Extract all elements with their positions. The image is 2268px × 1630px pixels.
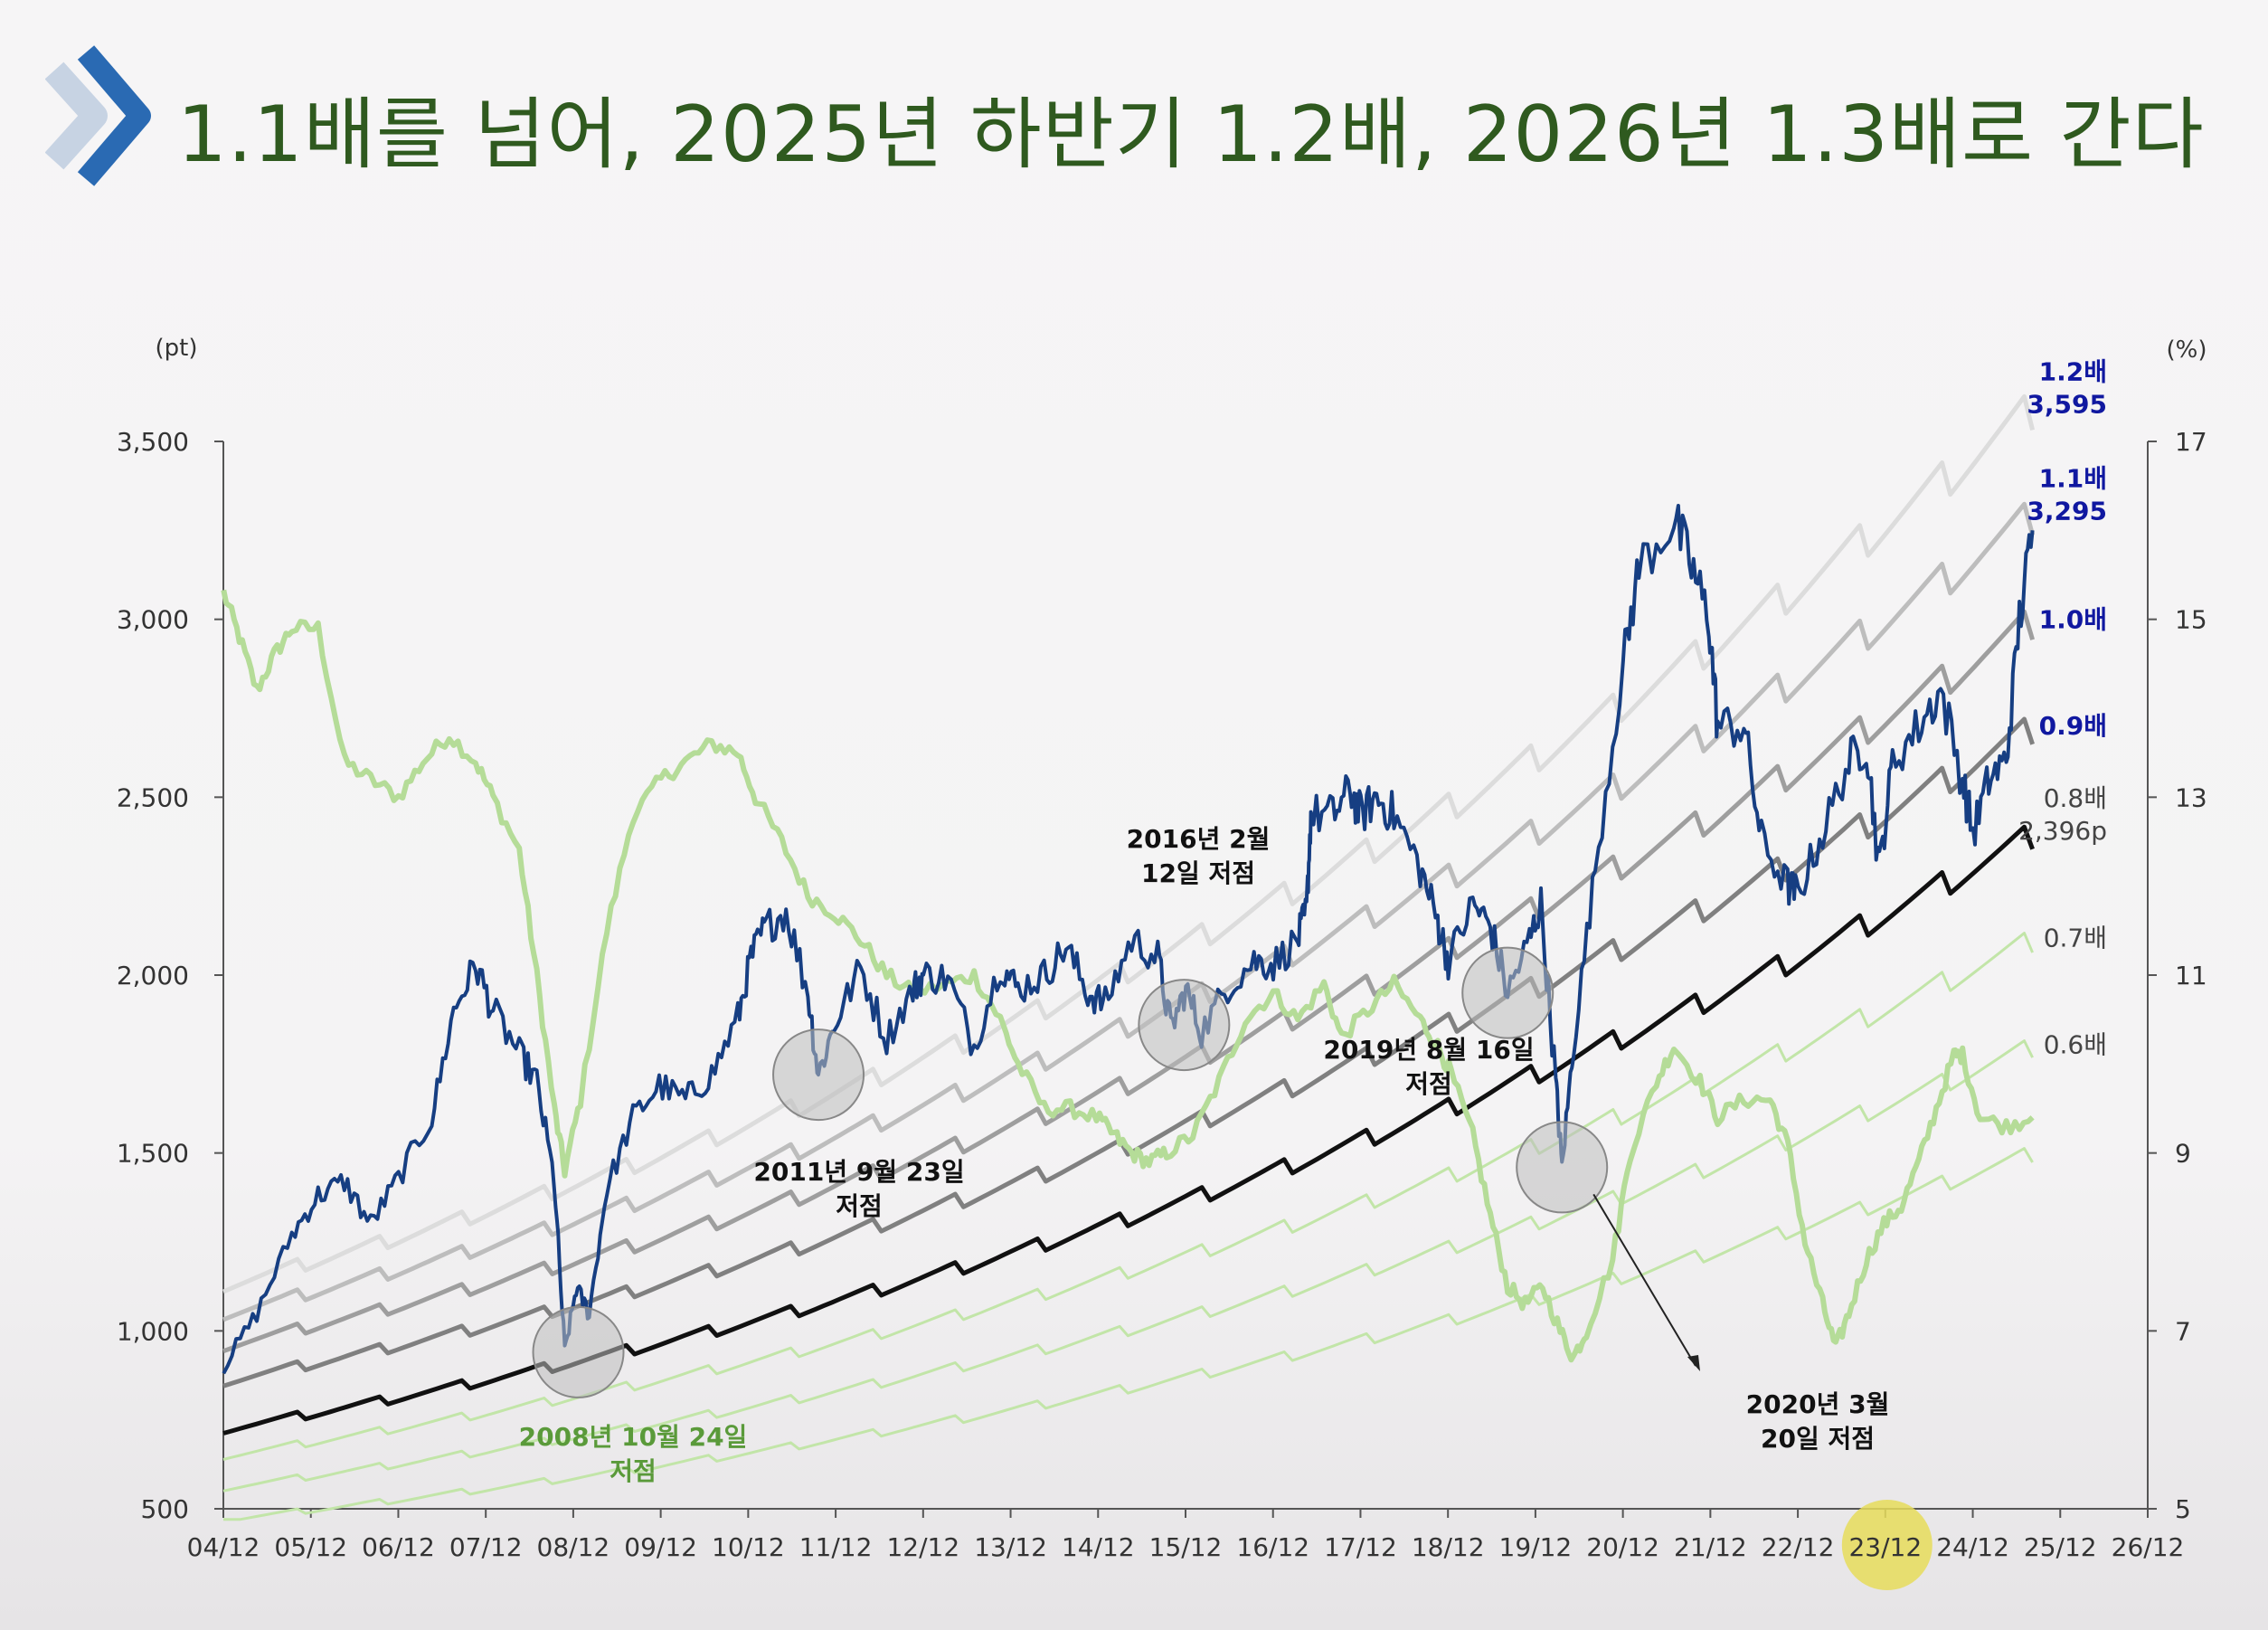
low-point-marker bbox=[1461, 946, 1555, 1039]
annotation-label: 2011년 9월 23일 bbox=[753, 1157, 964, 1187]
y-left-tick-label: 3,500 bbox=[117, 427, 189, 457]
band-line-1_2 bbox=[222, 393, 2036, 1294]
annotation-label: 12일 저점 bbox=[1141, 858, 1255, 888]
band-line-0_6 bbox=[222, 1039, 2034, 1493]
x-tick-label: 25/12 bbox=[2024, 1532, 2097, 1562]
page-title: 1.1배를 넘어, 2025년 하반기 1.2배, 2026년 1.3배로 간다 bbox=[177, 90, 2205, 180]
annotation-arrow bbox=[1592, 1193, 1696, 1367]
band-label: 3,295 bbox=[2027, 497, 2107, 526]
band-line-0_7 bbox=[222, 932, 2034, 1461]
x-tick-label: 17/12 bbox=[1324, 1532, 1397, 1562]
y-left-tick-label: 2,000 bbox=[117, 961, 189, 990]
band-label: 0.9배 bbox=[2039, 711, 2107, 741]
x-tick-label: 08/12 bbox=[537, 1532, 610, 1562]
y-right-tick-label: 17 bbox=[2175, 427, 2207, 457]
band-line-0_9 bbox=[222, 716, 2035, 1388]
band-label: 0.6배 bbox=[2044, 1030, 2107, 1060]
y-right-tick-label: 11 bbox=[2175, 961, 2207, 990]
low-point-marker bbox=[772, 1028, 865, 1122]
x-tick-label: 20/12 bbox=[1586, 1532, 1659, 1562]
axis-labels: (pt) (%) 3,500 3,000 2,500 2,000 1,500 1,000 500… bbox=[117, 335, 2207, 1562]
low-point-marker bbox=[1138, 979, 1231, 1072]
y-left-tick-label: 1,500 bbox=[117, 1139, 189, 1169]
x-tick-label: 21/12 bbox=[1674, 1532, 1747, 1562]
yield-line bbox=[221, 589, 2035, 1363]
axes bbox=[214, 441, 2157, 1590]
slide-header: 1.1배를 넘어, 2025년 하반기 1.2배, 2026년 1.3배로 간다 bbox=[0, 0, 2268, 208]
low-point-marker bbox=[532, 1305, 625, 1398]
band-label: 1.2배 bbox=[2039, 357, 2107, 387]
x-tick-label: 16/12 bbox=[1236, 1532, 1309, 1562]
index-line bbox=[222, 504, 2035, 1375]
band-label: 3,595 bbox=[2027, 390, 2107, 420]
x-tick-label: 15/12 bbox=[1149, 1532, 1223, 1562]
y-left-tick-label: 2,500 bbox=[117, 782, 189, 812]
band-label: 1.0배 bbox=[2039, 605, 2107, 635]
x-tick-label: 19/12 bbox=[1499, 1532, 1573, 1562]
x-tick-label: 12/12 bbox=[886, 1532, 959, 1562]
annotation-label: 저점 bbox=[836, 1191, 883, 1221]
band-line-0_8 bbox=[222, 824, 2035, 1436]
x-tick-label: 05/12 bbox=[274, 1532, 347, 1562]
band-label: 0.7배 bbox=[2044, 924, 2107, 953]
band-label: 0.8배 bbox=[2044, 783, 2107, 813]
y-right-tick-label: 7 bbox=[2175, 1316, 2191, 1346]
annotation-label: 저점 bbox=[610, 1456, 657, 1486]
y-left-tick-label: 500 bbox=[141, 1494, 189, 1524]
x-tick-label: 11/12 bbox=[799, 1532, 873, 1562]
y-right-tick-label: 5 bbox=[2175, 1494, 2191, 1524]
x-tick-label: 10/12 bbox=[712, 1532, 785, 1562]
y-right-unit: (%) bbox=[2167, 336, 2207, 364]
annotation-label: 저점 bbox=[1405, 1069, 1452, 1099]
x-tick-label: 26/12 bbox=[2112, 1532, 2185, 1562]
annotation-label: 2008년 10월 24일 bbox=[519, 1422, 748, 1452]
annotation-label: 2016년 2월 bbox=[1127, 824, 1271, 854]
y-left-unit: (pt) bbox=[156, 335, 198, 362]
y-right-tick-label: 13 bbox=[2175, 782, 2207, 812]
y-left-tick-label: 1,000 bbox=[117, 1316, 189, 1346]
x-tick-label: 23/12 bbox=[1848, 1532, 1922, 1562]
x-tick-label: 18/12 bbox=[1412, 1532, 1485, 1562]
x-tick-label: 22/12 bbox=[1762, 1532, 1835, 1562]
highlight-marker bbox=[1841, 1500, 1933, 1590]
chevron-right-icon bbox=[45, 45, 151, 186]
band-label: 1.1배 bbox=[2039, 464, 2107, 494]
x-tick-label: 07/12 bbox=[449, 1532, 523, 1562]
y-right-tick-label: 15 bbox=[2175, 605, 2207, 635]
band-line-1 bbox=[222, 609, 2035, 1354]
x-tick-label: 13/12 bbox=[974, 1532, 1047, 1562]
y-right-tick-label: 9 bbox=[2175, 1139, 2191, 1169]
band-label: 2,396p bbox=[2018, 816, 2107, 846]
annotation-label: 2019년 8월 16일 bbox=[1323, 1035, 1534, 1065]
band-line-0_5 bbox=[223, 1147, 2034, 1521]
multiple-bands bbox=[222, 393, 2036, 1521]
x-tick-label: 04/12 bbox=[187, 1532, 260, 1562]
y-left-tick-label: 3,000 bbox=[117, 605, 189, 635]
low-point-marker bbox=[1516, 1121, 1609, 1214]
x-tick-label: 06/12 bbox=[362, 1532, 435, 1562]
annotation-label: 2020년 3월 bbox=[1746, 1389, 1890, 1419]
annotation-label: 20일 저점 bbox=[1761, 1424, 1875, 1454]
arrowhead-icon bbox=[1687, 1355, 1700, 1371]
band-line-1_1 bbox=[222, 501, 2036, 1322]
yield-series bbox=[221, 589, 2035, 1363]
x-tick-label: 09/12 bbox=[624, 1532, 697, 1562]
x-tick-label: 24/12 bbox=[1936, 1532, 2009, 1562]
index-series bbox=[222, 504, 2035, 1375]
x-tick-label: 14/12 bbox=[1062, 1532, 1135, 1562]
